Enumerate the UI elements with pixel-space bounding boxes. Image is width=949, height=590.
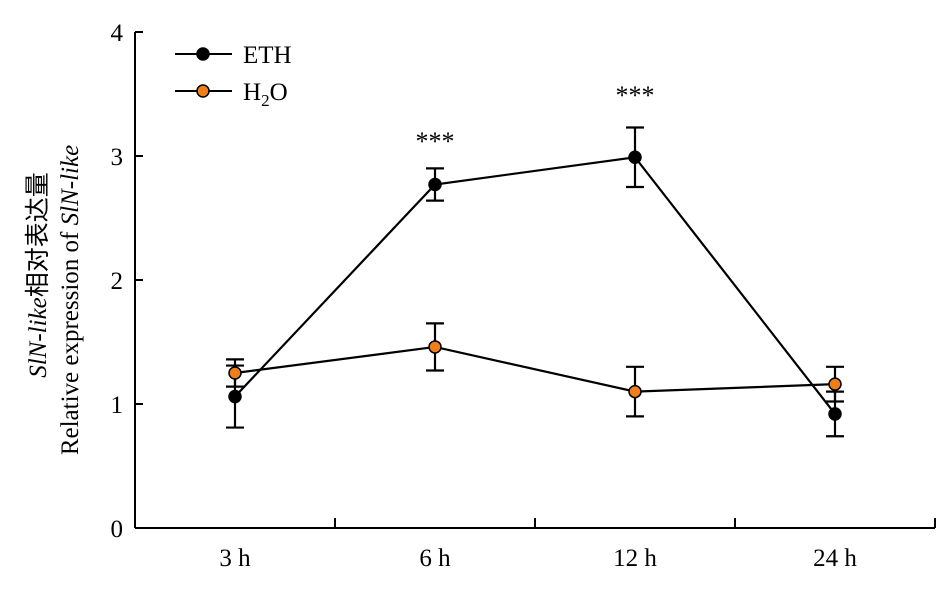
data-point xyxy=(828,407,842,421)
legend-item-h2o: H2O xyxy=(175,79,288,110)
series-1 xyxy=(234,345,836,393)
legend-label-eth: ETH xyxy=(243,42,292,69)
y-axis-label-line1-suffix: 相对表达量 xyxy=(24,172,52,297)
data-point xyxy=(428,177,442,192)
significance-annotations: *** *** xyxy=(416,81,655,156)
x-tick-label: 12 h xyxy=(613,545,657,572)
x-tick-label: 24 h xyxy=(813,545,857,572)
significance-label: *** xyxy=(416,127,455,156)
legend-marker-eth xyxy=(196,47,210,61)
data-point xyxy=(628,384,642,399)
y-axis-label: SlN-like相对表达量 Relative expression of SlN… xyxy=(24,145,84,455)
legend: ETH H2O xyxy=(175,42,292,110)
y-tick-label: 3 xyxy=(111,144,124,171)
legend-label-h2o-sub: 2 xyxy=(261,91,270,110)
legend-item-eth: ETH xyxy=(175,42,292,69)
y-axis-label-line2: Relative expression of SlN-like xyxy=(57,145,84,455)
data-point xyxy=(428,340,442,354)
series-line xyxy=(234,345,836,393)
series-layer xyxy=(226,126,844,438)
x-tick-label: 6 h xyxy=(419,545,451,572)
legend-marker-h2o xyxy=(196,84,210,98)
series-line xyxy=(234,156,836,415)
y-ticks: 0 1 2 3 4 xyxy=(111,20,143,543)
series-0 xyxy=(234,156,836,415)
y-axis-label-line2-italic: SlN-like xyxy=(57,145,84,226)
y-axis-label-line2-prefix: Relative expression of xyxy=(57,225,84,455)
series-1-markers xyxy=(228,340,842,399)
data-point xyxy=(628,150,642,164)
legend-label-h2o-end: O xyxy=(270,79,288,106)
y-tick-label: 1 xyxy=(111,392,124,419)
significance-label: *** xyxy=(616,81,655,110)
x-tick-label: 3 h xyxy=(219,545,251,572)
series-0-markers xyxy=(228,150,842,421)
legend-label-h2o-main: H xyxy=(243,79,261,106)
y-tick-label: 4 xyxy=(111,20,124,47)
legend-label-h2o: H2O xyxy=(243,79,288,110)
y-tick-label: 0 xyxy=(111,516,124,543)
data-point xyxy=(228,366,242,380)
x-ticks: 3 h 6 h 12 h 24 h xyxy=(219,518,936,572)
y-tick-label: 2 xyxy=(111,268,124,295)
series-0-errorbars xyxy=(226,126,844,438)
y-axis-label-line1: SlN-like相对表达量 xyxy=(24,172,52,378)
y-axis-label-line1-italic: SlN-like xyxy=(25,297,52,378)
data-point xyxy=(828,377,842,391)
data-point xyxy=(228,389,242,404)
